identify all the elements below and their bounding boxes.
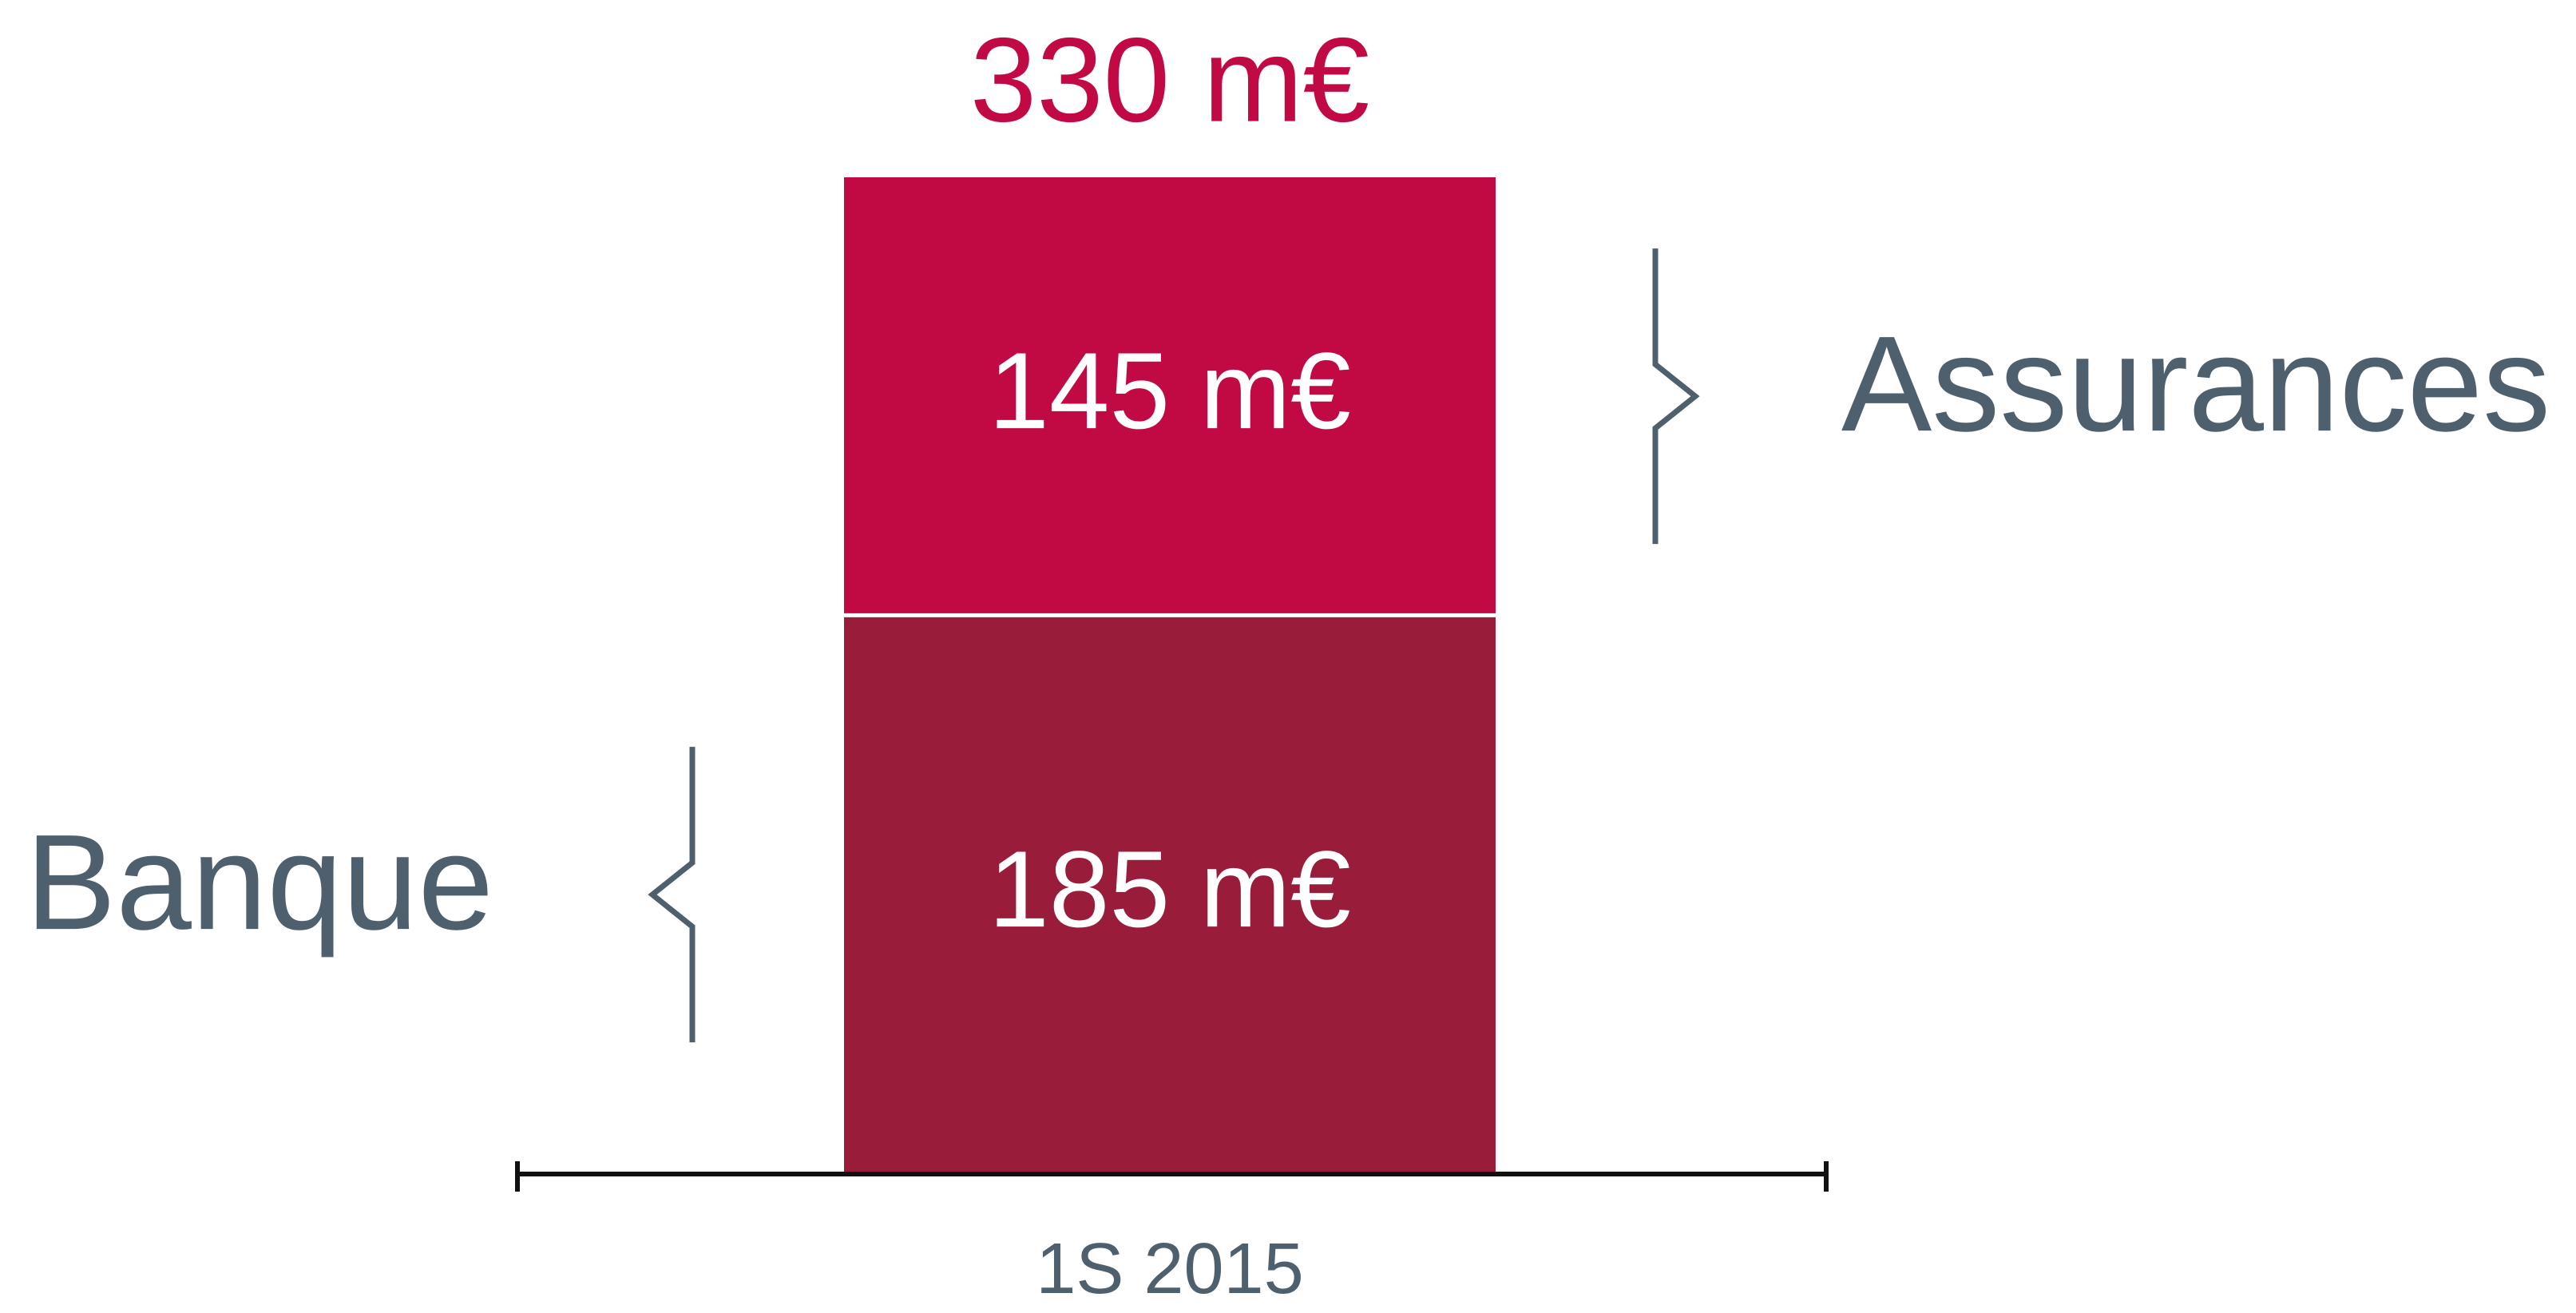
bar-segment-assurances [844,177,1496,616]
value-label-assurances: 145 m€ [989,330,1351,451]
series-label-banque: Banque [26,807,493,958]
series-label-assurances: Assurances [1841,308,2550,460]
total-label: 330 m€ [970,13,1369,147]
brace-assurances [1652,248,1700,545]
labels-layer: 185 m€ 145 m€ 330 m€ Banque Assurances 1S 201… [26,13,2550,1309]
x-axis [515,1161,1829,1192]
brace-banque [648,747,696,1043]
value-label-banque: 185 m€ [989,828,1351,950]
bar-segment-banque [844,615,1496,1174]
braces-layer [648,248,1700,1043]
bars-layer [844,177,1496,1174]
x-tick-label: 1S 2015 [1036,1229,1303,1309]
